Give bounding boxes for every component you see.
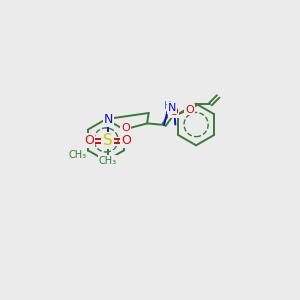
Text: N: N xyxy=(168,103,176,113)
Text: S: S xyxy=(103,133,112,148)
Text: CH₃: CH₃ xyxy=(98,156,117,166)
Text: O: O xyxy=(121,123,130,133)
Text: H: H xyxy=(164,101,172,111)
Text: O: O xyxy=(169,107,178,117)
Text: O: O xyxy=(84,134,94,147)
Text: CH₃: CH₃ xyxy=(68,150,86,160)
Text: O: O xyxy=(121,134,131,147)
Text: N: N xyxy=(103,113,113,126)
Text: O: O xyxy=(185,104,194,115)
